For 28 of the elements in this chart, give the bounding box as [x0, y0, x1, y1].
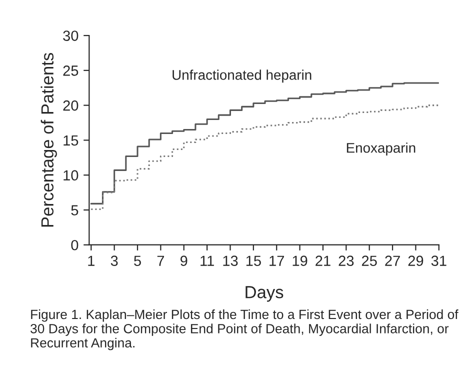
y-tick-label: 25 [63, 66, 78, 76]
x-tick-label: 19 [292, 256, 308, 266]
x-tick-label: 23 [338, 256, 354, 266]
y-tick-label: 5 [71, 205, 78, 216]
x-tick-label: 11 [200, 256, 214, 266]
x-tick-label: 31 [431, 256, 446, 266]
x-tick-label: 25 [362, 256, 377, 266]
series-label: Unfractionated heparin [172, 70, 312, 83]
caption: Figure 1. Kaplan–Meier Plots of the Time to a First Event over a Period of 30 Days for the Composite End Point of Death, Myocardial Infarction, or Recurrent Angina. [30, 309, 458, 350]
x-tick-label: 7 [157, 256, 164, 266]
x-tick-label: 1 [88, 256, 94, 266]
x-tick-label: 15 [246, 256, 261, 266]
x-tick-label: 5 [134, 256, 141, 266]
x-tick-label: 13 [223, 256, 238, 266]
x-tick-label: 27 [385, 256, 400, 266]
x-axis-title: Days [246, 286, 284, 302]
x-tick-label: 21 [316, 256, 330, 266]
x-tick-label: 9 [180, 256, 188, 266]
x-tick-label: 17 [270, 256, 284, 266]
y-tick-label: 30 [63, 30, 78, 41]
y-axis-title: Percentage of Patients [40, 52, 57, 227]
x-tick-label: 3 [110, 256, 118, 266]
y-tick-label: 0 [71, 240, 78, 250]
y-tick-label: 10 [64, 170, 78, 181]
y-tick-label: 20 [63, 100, 78, 111]
y-tick-label: 15 [64, 135, 78, 146]
series-label: Enoxaparin [346, 142, 416, 156]
x-tick-label: 29 [408, 256, 424, 266]
